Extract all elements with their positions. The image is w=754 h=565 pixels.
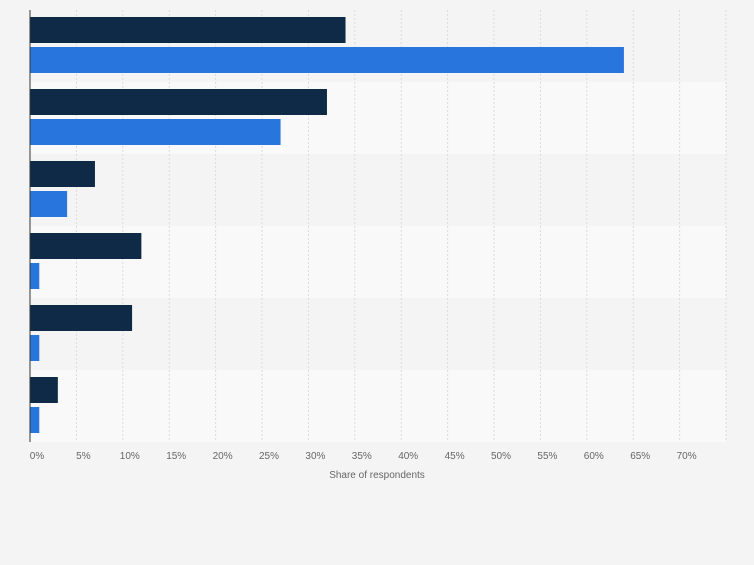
bar-series-0-category-0	[30, 17, 346, 43]
bars	[30, 17, 624, 433]
category-band-3	[30, 226, 726, 298]
category-band-5	[30, 370, 726, 442]
bar-series-1-category-2	[30, 191, 68, 217]
bar-series-0-category-2	[30, 161, 95, 187]
x-tick-label-65: 65%	[630, 451, 650, 462]
x-tick-label-5: 5%	[76, 451, 91, 462]
x-tick-label-45: 45%	[445, 451, 465, 462]
grid-lines	[75, 10, 727, 442]
bar-series-0-category-5	[30, 377, 58, 403]
category-band-4	[30, 298, 726, 370]
x-tick-label-20: 20%	[213, 451, 233, 462]
x-tick-label-15: 15%	[166, 451, 186, 462]
x-tick-label-0: 0%	[30, 451, 45, 462]
bar-series-1-category-0	[30, 47, 624, 73]
x-tick-label-40: 40%	[398, 451, 418, 462]
x-tick-label-60: 60%	[584, 451, 604, 462]
x-axis-label: Share of respondents	[329, 470, 425, 481]
x-tick-label-30: 30%	[305, 451, 325, 462]
bar-series-0-category-1	[30, 89, 327, 115]
x-tick-label-50: 50%	[491, 451, 511, 462]
category-band-2	[30, 154, 726, 226]
x-tick-label-25: 25%	[259, 451, 279, 462]
x-tick-label-35: 35%	[352, 451, 372, 462]
bar-series-1-category-4	[30, 335, 40, 361]
bar-series-0-category-3	[30, 233, 142, 259]
x-tick-label-10: 10%	[120, 451, 140, 462]
category-bands	[30, 10, 726, 442]
bar-series-1-category-3	[30, 263, 40, 289]
x-tick-labels: 0% 5% 10% 15% 20% 25% 30% 35% 40% 45% 50% 55% 60% 65%…	[30, 451, 697, 462]
bar-series-1-category-1	[30, 119, 281, 145]
bar-series-1-category-5	[30, 407, 40, 433]
x-tick-label-70: 70%	[677, 451, 697, 462]
bar-series-0-category-4	[30, 305, 133, 331]
x-tick-label-55: 55%	[537, 451, 557, 462]
